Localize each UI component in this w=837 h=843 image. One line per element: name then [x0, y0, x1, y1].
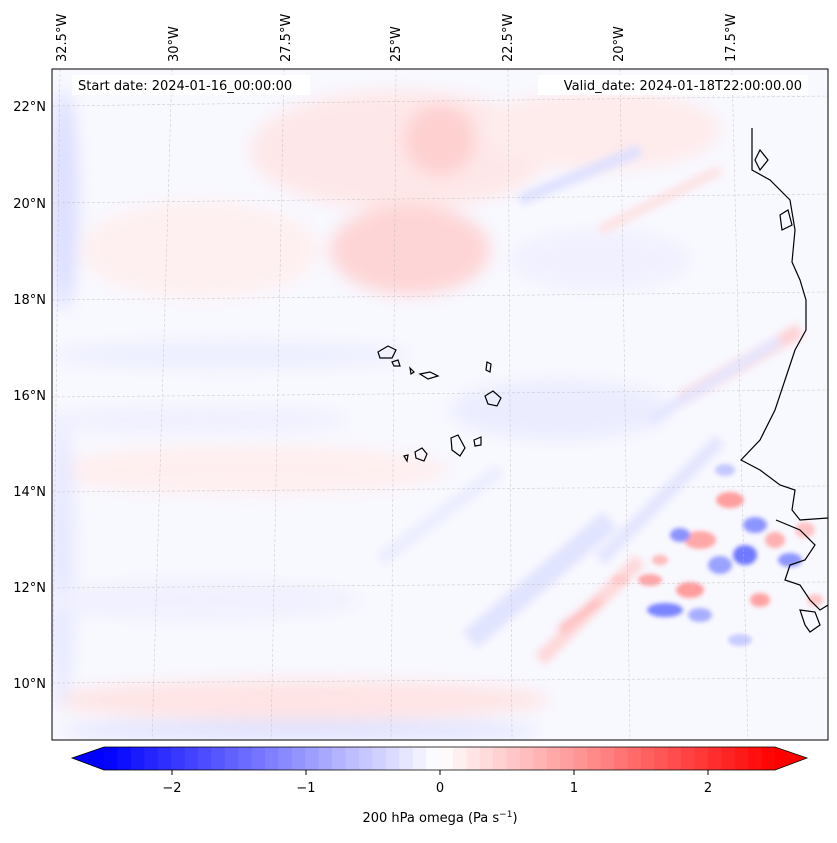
colorbar-cell: [533, 747, 548, 770]
colorbar-cell: [707, 747, 722, 770]
latitude-labels: 22°N 20°N 18°N 16°N 14°N 12°N 10°N: [13, 100, 46, 692]
colorbar-cell: [157, 747, 172, 770]
coastline: [740, 128, 828, 633]
colorbar-cell: [372, 747, 387, 770]
colorbar-cells: [104, 747, 776, 770]
colorbar-cell: [600, 747, 615, 770]
lon-label: 17.5°W: [724, 14, 739, 62]
lon-label: 25°W: [389, 26, 404, 62]
start-date-box: [72, 75, 310, 95]
colorbar-cell: [667, 747, 682, 770]
lat-label: 14°N: [13, 485, 46, 500]
colorbar-cell: [144, 747, 159, 770]
colorbar-cell: [640, 747, 655, 770]
colorbar-cell: [546, 747, 561, 770]
colorbar-cell: [130, 747, 145, 770]
colorbar-cell: [452, 747, 467, 770]
colorbar: −2 −1 0 1 2 200 hPa omega (Pa s−1): [70, 746, 809, 826]
colorbar-cell: [117, 747, 132, 770]
lat-label: 12°N: [13, 581, 46, 596]
colorbar-cell: [761, 747, 776, 770]
lat-label: 16°N: [13, 389, 46, 404]
colorbar-cell: [265, 747, 280, 770]
colorbar-cell: [345, 747, 360, 770]
graticule: [52, 69, 828, 740]
colorbar-cell: [654, 747, 669, 770]
colorbar-cell: [587, 747, 602, 770]
colorbar-cell: [479, 747, 494, 770]
colorbar-tick-label: −1: [296, 781, 315, 796]
colorbar-tick-label: −2: [162, 781, 181, 796]
longitude-labels: 32.5°W 30°W 27.5°W 25°W 22.5°W 20°W 17.5…: [55, 14, 739, 62]
lon-label: 20°W: [612, 26, 627, 62]
colorbar-cell: [466, 747, 481, 770]
colorbar-cell: [104, 747, 119, 770]
colorbar-extend-max: [775, 747, 807, 770]
colorbar-cell: [385, 747, 400, 770]
colorbar-label: 200 hPa omega (Pa s−1): [362, 810, 517, 826]
lat-label: 10°N: [13, 677, 46, 692]
colorbar-cell: [613, 747, 628, 770]
lon-label: 22.5°W: [501, 14, 516, 62]
colorbar-tick-label: 1: [570, 781, 578, 796]
map-panel[interactable]: Start date: 2024-01-16_00:00:00 Valid_da…: [40, 68, 829, 741]
colorbar-cell: [560, 747, 575, 770]
colorbar-cell: [439, 747, 454, 770]
lon-label: 32.5°W: [55, 14, 70, 62]
colorbar-cell: [305, 747, 320, 770]
colorbar-cell: [318, 747, 333, 770]
colorbar-cell: [171, 747, 186, 770]
colorbar-cell: [627, 747, 642, 770]
colorbar-cell: [278, 747, 293, 770]
colorbar-extend-min: [72, 747, 104, 770]
colorbar-cell: [291, 747, 306, 770]
colorbar-cell: [493, 747, 508, 770]
valid-date-label: Valid_date: 2024-01-18T22:00:00.00: [564, 79, 802, 94]
colorbar-cell: [238, 747, 253, 770]
colorbar-cell: [573, 747, 588, 770]
lat-label: 22°N: [13, 100, 46, 115]
cape-verde-islands: [377, 345, 502, 463]
colorbar-cell: [399, 747, 414, 770]
colorbar-cell: [224, 747, 239, 770]
colorbar-cell: [358, 747, 373, 770]
colorbar-cell: [426, 747, 441, 770]
start-date-label: Start date: 2024-01-16_00:00:00: [78, 79, 292, 94]
lat-label: 18°N: [13, 293, 46, 308]
colorbar-cell: [184, 747, 199, 770]
colorbar-cell: [520, 747, 535, 770]
colorbar-cell: [734, 747, 749, 770]
colorbar-cell: [748, 747, 763, 770]
colorbar-tick-label: 0: [436, 781, 444, 796]
colorbar-cell: [694, 747, 709, 770]
colorbar-outline: [70, 746, 809, 771]
colorbar-tick-label: 2: [704, 781, 712, 796]
lat-label: 20°N: [13, 197, 46, 212]
colorbar-cell: [506, 747, 521, 770]
valid-date-box: [538, 75, 808, 95]
lon-label: 30°W: [167, 26, 182, 62]
omega-field: [52, 69, 828, 740]
colorbar-cell: [681, 747, 696, 770]
lon-label: 27.5°W: [279, 14, 294, 62]
colorbar-cell: [197, 747, 212, 770]
colorbar-cell: [721, 747, 736, 770]
colorbar-ticks: −2 −1 0 1 2: [162, 770, 712, 796]
colorbar-cell: [332, 747, 347, 770]
colorbar-cell: [412, 747, 427, 770]
colorbar-cell: [251, 747, 266, 770]
colorbar-cell: [211, 747, 226, 770]
